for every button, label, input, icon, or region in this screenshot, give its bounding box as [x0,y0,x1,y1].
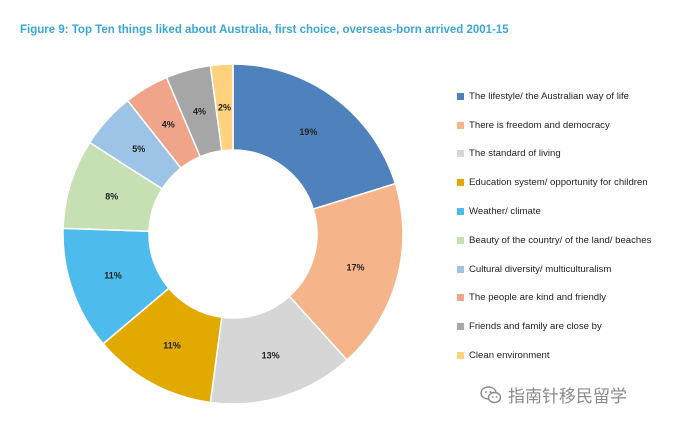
slice-label: 17% [346,263,364,273]
slice-label: 4% [193,107,206,117]
slice-label: 11% [104,271,122,281]
legend-swatch [457,92,464,100]
legend-label: The lifestyle/ the Australian way of lif… [469,90,629,102]
legend-item: Beauty of the country/ of the land/ beac… [457,226,651,255]
legend-label: The people are kind and friendly [469,292,607,304]
slice-label: 13% [262,350,280,360]
legend-label: Cultural diversity/ multiculturalism [469,263,612,275]
slice-label: 5% [132,144,145,154]
slice-label: 11% [163,340,181,350]
legend-item: The lifestyle/ the Australian way of lif… [457,82,651,111]
legend-label: Friends and family are close by [469,321,602,333]
legend-swatch [457,323,464,331]
legend-swatch [457,121,464,129]
legend-swatch [457,294,464,302]
donut-slices [62,63,404,405]
slice-label: 2% [218,102,231,112]
legend-swatch [457,265,464,273]
legend-label: Clean environment [469,350,550,362]
slice-label: 4% [162,120,175,130]
legend-item: The standard of living [457,140,651,169]
legend-item: Cultural diversity/ multiculturalism [457,255,651,284]
legend-label: Beauty of the country/ of the land/ beac… [469,234,652,246]
watermark: 指南针移民留学 [480,382,627,407]
legend-label: The standard of living [469,148,561,160]
legend-label: Weather/ climate [469,206,541,218]
legend-label: Education system/ opportunity for childr… [469,177,648,189]
donut-slice [209,63,234,152]
donut-slice [288,182,404,362]
legend-item: Weather/ climate [457,197,651,226]
legend-label: There is freedom and democracy [469,119,610,131]
legend-item: Education system/ opportunity for childr… [457,168,651,197]
slice-labels: 19% 17% 13% 11% 11% 8% 5% 4% 4% 2% [104,102,364,360]
legend-swatch [457,179,464,187]
legend-item: Clean environment [457,341,651,370]
slice-label: 19% [299,127,317,137]
donut-slice [232,63,397,211]
legend-item: The people are kind and friendly [457,284,651,313]
legend-item: Friends and family are close by [457,312,651,341]
legend-swatch [457,150,464,158]
legend-swatch [457,236,464,244]
chart-legend: The lifestyle/ the Australian way of lif… [457,91,651,379]
wechat-icon [480,385,502,403]
chart-title: Figure 9: Top Ten things liked about Aus… [20,24,509,36]
legend-item: There is freedom and democracy [457,111,651,140]
slice-label: 8% [105,191,118,201]
legend-swatch [457,352,464,360]
watermark-text: 指南针移民留学 [508,387,627,407]
legend-swatch [457,208,464,216]
